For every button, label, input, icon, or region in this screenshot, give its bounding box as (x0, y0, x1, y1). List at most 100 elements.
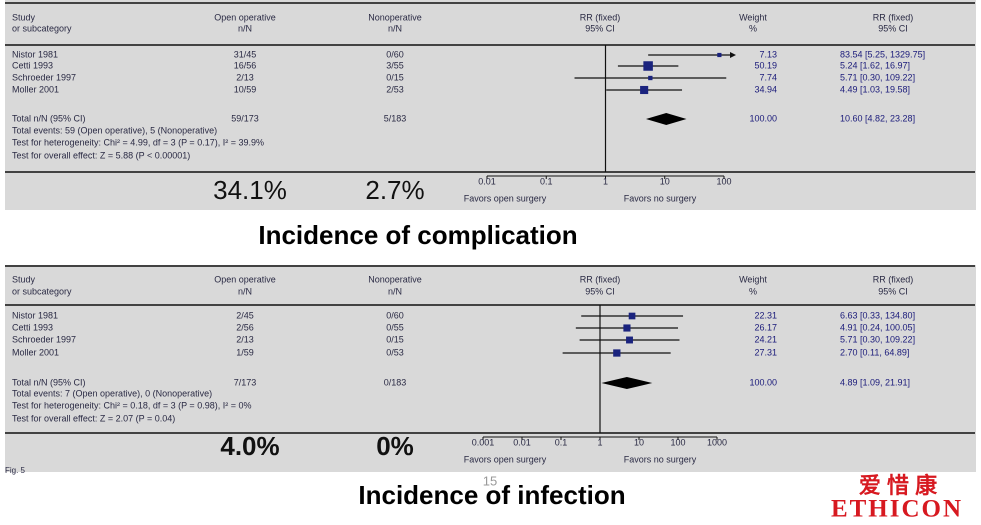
header: 95% CI (585, 23, 615, 33)
rr-ci: 5.71 [0.30, 109.22] (840, 334, 915, 344)
study-square (648, 75, 653, 81)
non-count: 0/183 (384, 377, 407, 387)
x-tick-label: 0.1 (540, 176, 553, 186)
x-tick-label: 10 (634, 437, 644, 447)
header: Open operative (214, 274, 276, 284)
caption: Incidence of infection (358, 480, 625, 510)
open-count: 59/173 (231, 113, 259, 123)
ci-arrow (730, 52, 736, 58)
study-name: Schroeder 1997 (12, 334, 76, 344)
study-square (623, 324, 631, 332)
study-name: Cetti 1993 (12, 322, 53, 332)
rr-ci: 4.49 [1.03, 19.58] (840, 84, 910, 94)
header: or subcategory (12, 23, 72, 33)
rr-ci: 5.24 [1.62, 16.97] (840, 60, 910, 70)
weight: 7.74 (759, 72, 777, 82)
open-percent: 34.1% (213, 175, 287, 205)
header: n/N (238, 23, 252, 33)
non-count: 0/60 (386, 49, 404, 59)
open-percent: 4.0% (220, 431, 279, 461)
x-tick-label: 1000 (707, 437, 727, 447)
header: % (749, 286, 757, 296)
header: n/N (238, 286, 252, 296)
rr-ci: 5.71 [0.30, 109.22] (840, 72, 915, 82)
weight: 27.31 (754, 347, 777, 357)
non-count: 0/15 (386, 334, 404, 344)
x-tick-label: 0.1 (555, 437, 568, 447)
weight: 34.94 (754, 84, 777, 94)
study-name: Cetti 1993 (12, 60, 53, 70)
study-square (643, 61, 653, 71)
favors-left: Favors open surgery (464, 454, 547, 464)
x-tick-label: 0.01 (478, 176, 496, 186)
note: Total events: 7 (Open operative), 0 (Non… (12, 388, 212, 398)
x-tick-label: 100 (716, 176, 731, 186)
open-count: 31/45 (234, 49, 257, 59)
weight: 26.17 (754, 322, 777, 332)
open-count: 2/13 (236, 72, 254, 82)
rr-ci: 4.89 [1.09, 21.91] (840, 377, 910, 387)
open-count: 7/173 (234, 377, 257, 387)
open-count: 2/56 (236, 322, 254, 332)
x-tick-label: 1 (597, 437, 602, 447)
study-square (717, 52, 722, 58)
study-name: Moller 2001 (12, 84, 59, 94)
open-count: 10/59 (234, 84, 257, 94)
non-count: 5/183 (384, 113, 407, 123)
non-percent: 2.7% (365, 175, 424, 205)
rr-ci: 2.70 [0.11, 64.89] (840, 347, 909, 357)
rr-ci: 10.60 [4.82, 23.28] (840, 113, 915, 123)
note: Test for heterogeneity: Chi² = 4.99, df … (12, 137, 264, 147)
rr-ci: 6.63 [0.33, 134.80] (840, 310, 915, 320)
x-tick-label: 100 (670, 437, 685, 447)
header: Nonoperative (368, 274, 422, 284)
logo-chinese: 爱 惜 康 (859, 473, 938, 498)
study-square (613, 349, 621, 357)
open-count: 1/59 (236, 347, 254, 357)
weight: 24.21 (754, 334, 777, 344)
favors-right: Favors no surgery (624, 454, 697, 464)
non-count: 2/53 (386, 84, 404, 94)
weight: 7.13 (759, 49, 777, 59)
header: Weight (739, 12, 767, 22)
header: Open operative (214, 12, 276, 22)
header: 95% CI (878, 286, 908, 296)
study-name: Nistor 1981 (12, 49, 58, 59)
non-count: 3/55 (386, 60, 404, 70)
non-count: 0/55 (386, 322, 404, 332)
study-square (640, 85, 649, 95)
x-tick-label: 1 (603, 176, 608, 186)
header: RR (fixed) (873, 274, 914, 284)
panel-background (5, 0, 976, 210)
non-count: 0/53 (386, 347, 404, 357)
x-tick-label: 10 (660, 176, 670, 186)
header: RR (fixed) (873, 12, 914, 22)
open-count: 16/56 (234, 60, 257, 70)
weight: 100.00 (749, 377, 777, 387)
favors-right: Favors no surgery (624, 193, 697, 203)
favors-left: Favors open surgery (464, 193, 547, 203)
header: % (749, 23, 757, 33)
study-name: Total n/N (95% CI) (12, 377, 86, 387)
note: Test for heterogeneity: Chi² = 0.18, df … (12, 400, 251, 410)
study-square (626, 336, 633, 344)
open-count: 2/13 (236, 334, 254, 344)
note: Test for overall effect: Z = 5.88 (P < 0… (12, 150, 190, 160)
logo-name: ETHICON (831, 496, 963, 523)
header: Study (12, 12, 36, 22)
header: n/N (388, 23, 402, 33)
header: RR (fixed) (580, 12, 621, 22)
study-name: Schroeder 1997 (12, 72, 76, 82)
x-tick-label: 0.01 (513, 437, 531, 447)
page-number: 15 (483, 473, 497, 488)
study-square (628, 312, 636, 320)
rr-ci: 83.54 [5.25, 1329.75] (840, 49, 925, 59)
total-diamond (601, 377, 653, 389)
weight: 50.19 (754, 60, 777, 70)
header: Study (12, 274, 36, 284)
study-name: Moller 2001 (12, 347, 59, 357)
open-count: 2/45 (236, 310, 254, 320)
header: n/N (388, 286, 402, 296)
note: Total events: 59 (Open operative), 5 (No… (12, 125, 217, 135)
non-count: 0/60 (386, 310, 404, 320)
